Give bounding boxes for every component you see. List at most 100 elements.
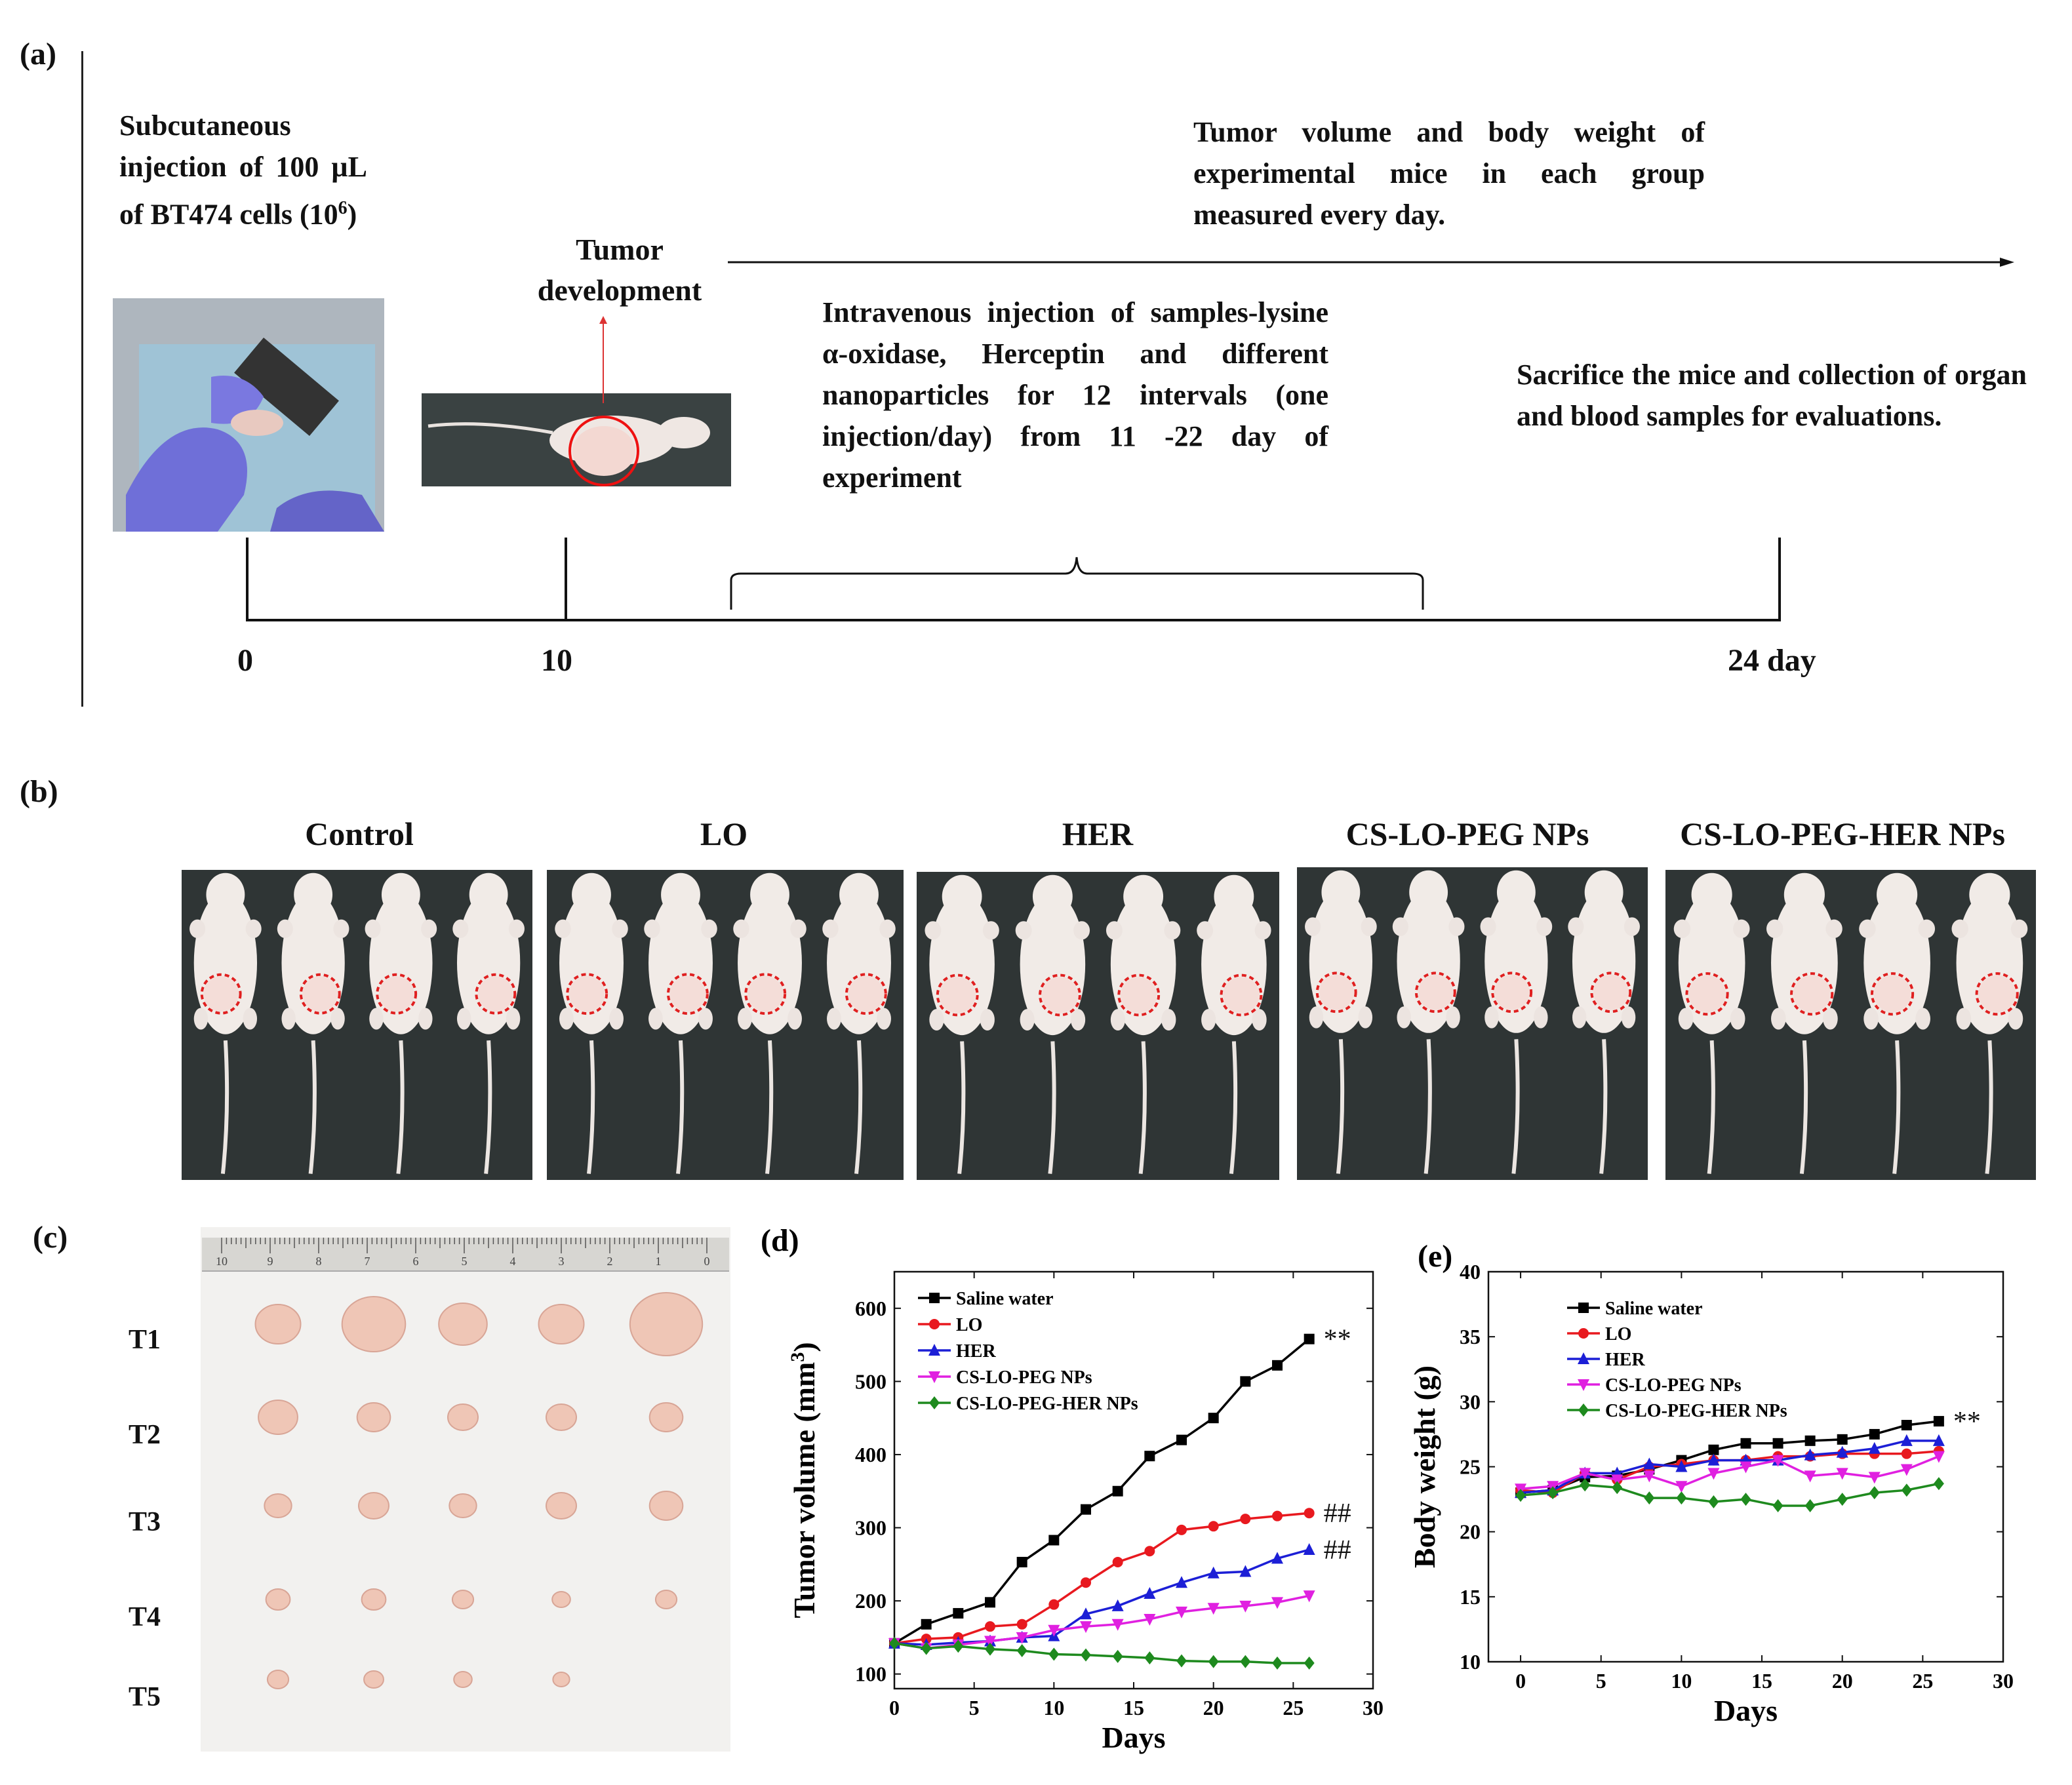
data-point bbox=[1144, 1546, 1155, 1557]
mouse-head bbox=[1783, 873, 1825, 916]
data-point bbox=[1579, 1468, 1591, 1480]
mice-illustration-cs-lo-peg bbox=[1297, 867, 1648, 1180]
mouse-hind-leg bbox=[609, 1008, 624, 1030]
mouse-head bbox=[661, 873, 700, 916]
data-point bbox=[889, 1636, 900, 1650]
ruler-number: 3 bbox=[559, 1255, 565, 1268]
mouse-hind-leg bbox=[1534, 1006, 1548, 1029]
mouse-hind-leg bbox=[1020, 1009, 1035, 1031]
ruler-number: 1 bbox=[656, 1255, 662, 1268]
timeline-label-10: 10 bbox=[541, 643, 572, 678]
tumor-sample bbox=[438, 1303, 488, 1346]
x-tick-label: 15 bbox=[1123, 1696, 1144, 1719]
mouse-hind-leg bbox=[827, 1008, 841, 1030]
tumor-sample bbox=[356, 1402, 391, 1432]
data-point bbox=[953, 1608, 964, 1619]
mice-photo-her bbox=[917, 872, 1279, 1180]
mouse-front-leg bbox=[555, 919, 571, 939]
tumor-marker-circle bbox=[1685, 972, 1729, 1016]
mouse-front-leg bbox=[333, 919, 349, 939]
legend-label: CS-LO-PEG-HER NPs bbox=[956, 1394, 1138, 1414]
mouse-head bbox=[1123, 874, 1164, 918]
mouse-front-leg bbox=[2010, 919, 2028, 939]
tumor-sample bbox=[654, 1590, 678, 1609]
y-tick-label: 500 bbox=[855, 1369, 887, 1393]
mouse-hind-leg bbox=[559, 1008, 574, 1030]
legend-label: CS-LO-PEG NPs bbox=[1605, 1375, 1742, 1396]
data-point bbox=[1804, 1435, 1816, 1446]
mouse-tail bbox=[1707, 1040, 1715, 1174]
tumor-area bbox=[478, 976, 513, 1011]
legend-label: Saline water bbox=[956, 1289, 1054, 1309]
tumor-sample bbox=[258, 1400, 298, 1435]
mouse-front-leg bbox=[1859, 919, 1876, 939]
data-point bbox=[1772, 1499, 1783, 1512]
tumor-sample bbox=[254, 1304, 302, 1344]
tumor-marker-circle bbox=[1975, 972, 2019, 1016]
data-point bbox=[1080, 1621, 1092, 1634]
mouse-front-leg bbox=[189, 919, 206, 939]
data-point bbox=[984, 1636, 996, 1648]
tumor-volume-chart: (d) 0 5 10 15 20 25 30 100 200 300 400 500 600 Days Tum… bbox=[761, 1223, 1384, 1754]
mouse-tail bbox=[1048, 1041, 1056, 1174]
series-line bbox=[894, 1594, 1310, 1650]
data-point bbox=[1240, 1655, 1251, 1668]
mouse-hind-leg bbox=[1161, 1009, 1176, 1031]
mouse-front-leg bbox=[733, 919, 749, 939]
data-point bbox=[985, 1642, 995, 1656]
data-point bbox=[985, 1621, 995, 1632]
mouse-front-leg bbox=[1448, 917, 1465, 936]
data-point bbox=[1933, 1477, 1944, 1491]
mouse bbox=[644, 873, 717, 1174]
data-point bbox=[1239, 1565, 1252, 1577]
data-point bbox=[1081, 1504, 1091, 1515]
mouse-tail bbox=[308, 1040, 317, 1174]
mouse-head bbox=[469, 873, 508, 916]
data-point bbox=[1707, 1468, 1720, 1480]
y-tick-label: 200 bbox=[855, 1589, 887, 1613]
group-title-cs-lo-peg: CS-LO-PEG NPs bbox=[1345, 815, 1589, 852]
tumor-marker-circle bbox=[376, 973, 418, 1015]
mouse-front-leg bbox=[1918, 919, 1936, 939]
tumor-marker-circle bbox=[200, 973, 242, 1015]
data-point bbox=[1837, 1434, 1848, 1445]
mouse-front-leg bbox=[1361, 917, 1377, 936]
mouse-head bbox=[381, 873, 420, 916]
y-tick-label: 300 bbox=[855, 1516, 887, 1540]
y-tick-label: 20 bbox=[1460, 1520, 1481, 1544]
mouse bbox=[1197, 874, 1271, 1174]
data-point bbox=[1081, 1648, 1091, 1662]
mouse-front-leg bbox=[925, 921, 942, 940]
mouse-hind-leg bbox=[506, 1008, 521, 1030]
data-point bbox=[1303, 1543, 1315, 1555]
legend-marker bbox=[928, 1371, 940, 1383]
data-point bbox=[1740, 1493, 1751, 1506]
data-point bbox=[1547, 1486, 1559, 1500]
tumor-sample bbox=[538, 1304, 585, 1344]
tumor-area bbox=[1978, 975, 2016, 1013]
tumor-sample bbox=[361, 1588, 387, 1611]
data-point bbox=[1836, 1468, 1848, 1480]
injection-step-text: Subcutaneous injection of 100 µL of BT47… bbox=[119, 109, 367, 231]
data-point bbox=[1304, 1656, 1315, 1670]
data-point bbox=[1932, 1434, 1945, 1446]
data-point bbox=[1111, 1599, 1124, 1611]
x-axis-title: Days bbox=[1714, 1694, 1778, 1727]
tumor-sample bbox=[629, 1292, 704, 1356]
mouse-hind-leg bbox=[1915, 1008, 1930, 1030]
mouse-hind-leg bbox=[1771, 1008, 1786, 1030]
data-point bbox=[1272, 1510, 1283, 1521]
tumor-area bbox=[1041, 977, 1079, 1013]
data-point bbox=[1869, 1428, 1880, 1440]
legend-marker bbox=[929, 1319, 940, 1329]
body-weight-chart: (e) 0 5 10 15 20 25 30 10 15 20 25 30 35 40 Days Body we… bbox=[1410, 1239, 2014, 1727]
y-tick-label: 35 bbox=[1460, 1325, 1481, 1348]
data-point bbox=[1080, 1607, 1092, 1620]
series-line bbox=[1520, 1482, 1940, 1507]
tumor-marker-circle bbox=[1790, 972, 1834, 1016]
mouse-hind-leg bbox=[1956, 1008, 1972, 1030]
injection-period-brace bbox=[730, 557, 1424, 610]
data-point bbox=[1240, 1376, 1251, 1387]
data-point bbox=[1901, 1483, 1912, 1497]
data-point bbox=[1708, 1444, 1719, 1455]
